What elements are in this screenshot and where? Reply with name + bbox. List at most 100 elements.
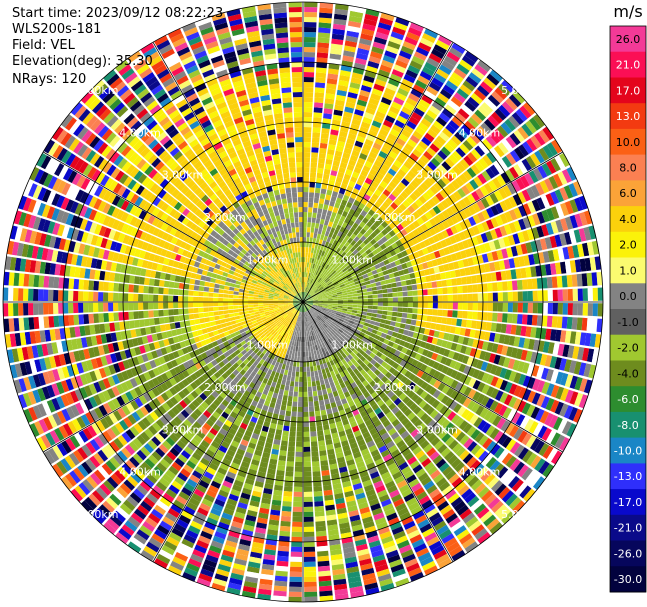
velocity-gate bbox=[151, 207, 161, 217]
velocity-gate bbox=[125, 225, 134, 235]
velocity-gate bbox=[203, 286, 210, 292]
velocity-gate bbox=[263, 300, 268, 302]
velocity-gate bbox=[343, 111, 353, 119]
velocity-gate bbox=[403, 160, 413, 170]
velocity-gate bbox=[238, 387, 246, 394]
velocity-gate bbox=[517, 191, 527, 204]
velocity-gate bbox=[271, 314, 277, 318]
velocity-gate bbox=[462, 170, 473, 181]
velocity-gate bbox=[457, 241, 465, 251]
velocity-gate bbox=[344, 206, 351, 213]
velocity-gate bbox=[333, 186, 340, 193]
velocity-gate bbox=[168, 61, 182, 72]
velocity-gate bbox=[52, 412, 62, 426]
velocity-gate bbox=[218, 213, 226, 221]
velocity-gate bbox=[269, 174, 277, 182]
velocity-gate bbox=[152, 485, 165, 496]
velocity-gate bbox=[158, 356, 166, 365]
velocity-gate bbox=[427, 161, 437, 171]
velocity-gate bbox=[518, 256, 526, 267]
velocity-gate bbox=[193, 261, 201, 268]
velocity-gate bbox=[309, 187, 315, 193]
velocity-gate bbox=[337, 298, 343, 300]
velocity-gate bbox=[322, 224, 328, 231]
velocity-gate bbox=[311, 222, 316, 228]
velocity-gate bbox=[190, 390, 199, 399]
velocity-gate bbox=[117, 125, 130, 138]
velocity-gate bbox=[182, 22, 197, 32]
velocity-gate bbox=[38, 316, 45, 329]
velocity-gate bbox=[317, 295, 323, 299]
velocity-gate bbox=[319, 142, 328, 149]
velocity-gate bbox=[517, 161, 528, 174]
velocity-gate bbox=[138, 311, 144, 319]
velocity-gate bbox=[312, 237, 317, 244]
velocity-gate bbox=[482, 154, 493, 167]
velocity-gate bbox=[265, 253, 271, 260]
velocity-gate bbox=[329, 286, 335, 290]
velocity-gate bbox=[352, 222, 359, 229]
velocity-gate bbox=[531, 199, 541, 212]
velocity-gate bbox=[577, 288, 583, 301]
velocity-gate bbox=[303, 152, 311, 158]
velocity-gate bbox=[416, 185, 426, 195]
velocity-gate bbox=[501, 79, 515, 93]
velocity-gate bbox=[52, 178, 62, 192]
velocity-gate bbox=[508, 222, 517, 234]
velocity-gate bbox=[498, 237, 506, 249]
velocity-gate bbox=[299, 287, 301, 293]
velocity-gate bbox=[258, 304, 264, 307]
velocity-gate bbox=[111, 219, 120, 230]
velocity-gate bbox=[330, 287, 336, 292]
velocity-gate bbox=[210, 277, 216, 283]
velocity-gate bbox=[350, 285, 357, 289]
velocity-gate bbox=[267, 333, 273, 339]
velocity-gate bbox=[394, 247, 401, 254]
velocity-gate bbox=[29, 423, 40, 438]
velocity-gate bbox=[290, 313, 295, 319]
velocity-gate bbox=[344, 217, 351, 224]
velocity-gate bbox=[362, 292, 368, 296]
velocity-gate bbox=[312, 279, 316, 285]
velocity-gate bbox=[431, 48, 445, 59]
velocity-gate bbox=[133, 488, 145, 500]
velocity-gate bbox=[240, 355, 247, 362]
velocity-gate bbox=[347, 297, 353, 300]
velocity-gate bbox=[177, 140, 188, 150]
velocity-gate bbox=[265, 312, 271, 317]
velocity-gate bbox=[51, 383, 60, 396]
velocity-gate bbox=[322, 123, 331, 129]
velocity-gate bbox=[291, 291, 296, 296]
velocity-gate bbox=[299, 287, 302, 293]
velocity-gate bbox=[231, 209, 238, 217]
velocity-gate bbox=[174, 366, 182, 374]
velocity-gate bbox=[66, 227, 75, 239]
velocity-gate bbox=[116, 372, 125, 383]
velocity-gate bbox=[294, 217, 299, 223]
velocity-gate bbox=[396, 286, 403, 292]
velocity-gate bbox=[183, 235, 191, 243]
velocity-gate bbox=[399, 110, 410, 120]
velocity-gate bbox=[316, 52, 329, 59]
velocity-gate bbox=[139, 276, 145, 285]
velocity-gate bbox=[372, 142, 382, 151]
velocity-gate bbox=[233, 291, 239, 295]
velocity-gate bbox=[316, 283, 321, 288]
velocity-gate bbox=[584, 257, 592, 272]
velocity-gate bbox=[208, 512, 220, 522]
velocity-gate bbox=[317, 285, 323, 290]
velocity-gate bbox=[123, 293, 129, 302]
velocity-gate bbox=[363, 205, 371, 213]
velocity-gate bbox=[91, 511, 105, 525]
velocity-gate bbox=[264, 337, 270, 343]
velocity-gate bbox=[234, 84, 246, 93]
velocity-gate bbox=[503, 198, 513, 210]
velocity-gate bbox=[347, 258, 354, 265]
velocity-gate bbox=[84, 220, 93, 232]
velocity-gate bbox=[9, 225, 18, 240]
velocity-gate bbox=[180, 270, 187, 277]
velocity-gate bbox=[473, 129, 485, 141]
velocity-gate bbox=[225, 277, 232, 283]
velocity-gate bbox=[288, 303, 294, 305]
velocity-gate bbox=[579, 212, 588, 226]
